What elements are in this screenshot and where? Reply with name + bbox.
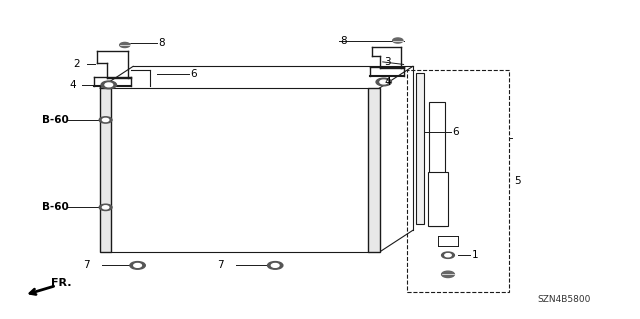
Circle shape [120, 42, 130, 48]
Bar [111, 88, 368, 252]
Bar [428, 172, 448, 226]
Text: SZN4B5800: SZN4B5800 [538, 295, 591, 304]
Circle shape [105, 83, 113, 87]
Circle shape [442, 252, 454, 258]
Text: FR.: FR. [51, 278, 72, 288]
Circle shape [442, 271, 454, 278]
Text: B-60: B-60 [42, 202, 68, 212]
Circle shape [376, 78, 392, 86]
Text: 1: 1 [472, 250, 478, 260]
Text: 6: 6 [190, 69, 196, 79]
Bar [407, 70, 509, 292]
Circle shape [101, 81, 116, 89]
Circle shape [445, 254, 451, 257]
Bar [368, 88, 380, 252]
Bar [416, 73, 424, 224]
Circle shape [99, 117, 112, 123]
Circle shape [102, 206, 109, 209]
Circle shape [393, 38, 403, 43]
Text: 8: 8 [340, 35, 347, 46]
Circle shape [99, 204, 112, 211]
Circle shape [102, 118, 109, 122]
Text: 2: 2 [74, 59, 80, 69]
Text: B-60: B-60 [42, 115, 68, 125]
Text: 4: 4 [384, 77, 390, 87]
Text: SZN4B5800: SZN4B5800 [193, 149, 312, 191]
Bar [100, 88, 111, 252]
Bar [429, 102, 445, 226]
Text: 8: 8 [159, 38, 165, 48]
Circle shape [271, 263, 279, 267]
Text: 4: 4 [69, 80, 76, 90]
Circle shape [134, 263, 141, 267]
Text: 7: 7 [83, 260, 90, 271]
Text: 5: 5 [514, 176, 520, 186]
Text: 7: 7 [218, 260, 224, 271]
Circle shape [380, 80, 388, 84]
Text: 6: 6 [452, 127, 459, 137]
Circle shape [130, 262, 145, 269]
Text: 3: 3 [384, 57, 390, 67]
Circle shape [268, 262, 283, 269]
